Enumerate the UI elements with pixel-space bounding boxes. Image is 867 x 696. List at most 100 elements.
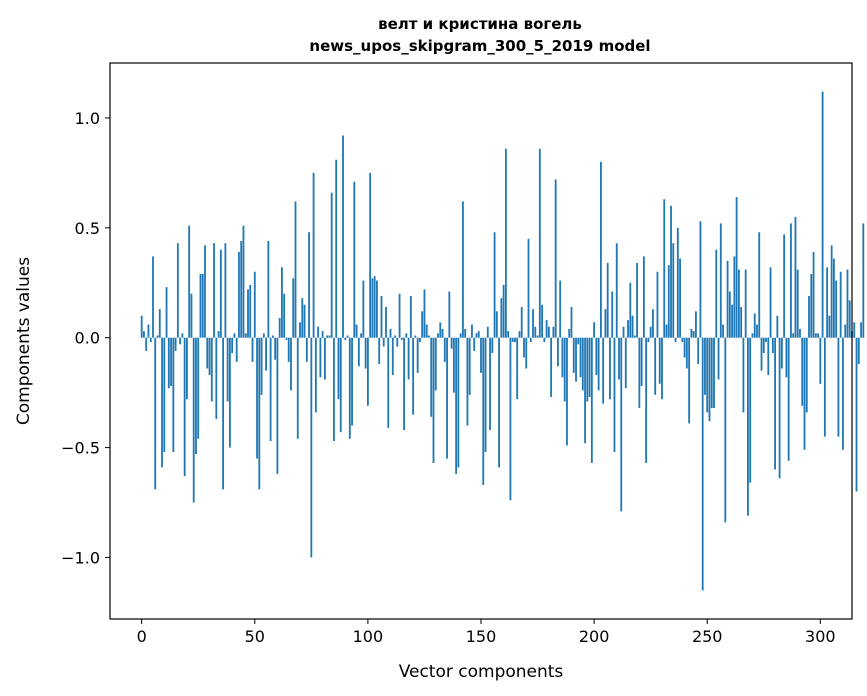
bar-196 <box>584 337 586 444</box>
bar-75 <box>310 337 313 558</box>
bar-281 <box>776 315 779 338</box>
bar-99 <box>364 337 367 369</box>
bar-33 <box>215 337 218 420</box>
bar-125 <box>423 289 426 338</box>
bar-58 <box>271 335 274 338</box>
bar-19 <box>183 337 186 477</box>
bar-93 <box>351 337 353 426</box>
bar-133 <box>441 328 444 338</box>
bar-275 <box>762 337 765 354</box>
bar-218 <box>633 335 636 338</box>
bar-98 <box>362 280 365 338</box>
bar-305 <box>830 245 833 338</box>
bar-81 <box>324 337 326 380</box>
bar-287 <box>790 223 792 338</box>
bar-180 <box>547 326 550 338</box>
bar-269 <box>749 337 752 483</box>
bar-42 <box>235 337 238 362</box>
bar-173 <box>532 309 534 338</box>
bar-220 <box>638 337 641 409</box>
bar-43 <box>238 252 240 338</box>
bar-199 <box>590 337 593 463</box>
bar-111 <box>391 337 394 376</box>
bar-243 <box>690 328 693 338</box>
bar-112 <box>394 335 396 338</box>
bar-49 <box>251 337 254 362</box>
bar-48 <box>249 284 252 338</box>
bar-203 <box>599 161 602 338</box>
bar-318 <box>860 322 862 338</box>
bar-175 <box>536 335 539 338</box>
bar-53 <box>260 337 263 395</box>
bar-108 <box>385 306 387 338</box>
bar-210 <box>615 243 618 338</box>
y-tick-label: 1.0 <box>75 109 100 128</box>
bar-294 <box>805 337 808 413</box>
bar-167 <box>518 331 521 338</box>
bar-225 <box>649 326 652 338</box>
bar-183 <box>554 179 557 338</box>
bar-159 <box>500 298 503 338</box>
bar-230 <box>661 337 663 400</box>
bar-122 <box>416 337 419 373</box>
bar-179 <box>545 320 548 338</box>
bar-10 <box>163 337 166 452</box>
bar-115 <box>400 337 403 340</box>
bar-34 <box>217 331 220 338</box>
bar-187 <box>563 337 566 402</box>
bar-146 <box>471 324 473 338</box>
bar-235 <box>672 243 675 338</box>
bar-135 <box>446 337 448 459</box>
bar-293 <box>803 337 806 450</box>
bar-143 <box>464 328 467 338</box>
bar-182 <box>552 326 555 338</box>
bar-32 <box>213 243 215 338</box>
bar-222 <box>642 256 645 338</box>
bar-139 <box>455 337 458 474</box>
x-tick-label: 300 <box>805 627 836 646</box>
bar-207 <box>609 337 611 400</box>
bar-52 <box>258 337 261 490</box>
y-tick-label: 0.5 <box>75 219 100 238</box>
bar-30 <box>208 337 211 376</box>
bar-251 <box>708 337 711 422</box>
bar-214 <box>624 337 627 389</box>
bar-106 <box>380 295 383 338</box>
bar-163 <box>509 337 512 501</box>
y-tick-label: −0.5 <box>61 439 100 458</box>
bar-298 <box>814 333 817 338</box>
bar-62 <box>281 267 283 338</box>
bar-270 <box>751 333 754 338</box>
bar-44 <box>240 241 243 338</box>
bar-204 <box>602 337 605 404</box>
bar-200 <box>593 322 596 338</box>
bar-132 <box>439 322 442 338</box>
bar-136 <box>448 291 451 338</box>
bar-142 <box>462 201 464 338</box>
bar-67 <box>292 278 295 338</box>
bar-227 <box>654 337 657 395</box>
bar-189 <box>568 328 571 338</box>
bar-149 <box>477 331 480 338</box>
bar-165 <box>514 337 516 343</box>
bar-113 <box>396 337 399 347</box>
bar-73 <box>305 337 308 362</box>
bar-285 <box>785 337 788 378</box>
bar-152 <box>484 337 487 452</box>
bar-25 <box>197 337 200 439</box>
bar-15 <box>174 337 177 351</box>
bar-126 <box>425 324 428 338</box>
bar-46 <box>244 333 247 338</box>
bar-232 <box>665 324 668 338</box>
bar-55 <box>265 337 267 371</box>
bar-217 <box>631 315 634 338</box>
bar-36 <box>222 337 225 490</box>
bar-266 <box>742 337 745 413</box>
bar-117 <box>405 333 408 338</box>
bar-105 <box>378 337 381 365</box>
bar-160 <box>502 284 505 338</box>
bar-158 <box>498 337 500 468</box>
bar-9 <box>161 337 163 468</box>
bar-168 <box>520 306 523 338</box>
